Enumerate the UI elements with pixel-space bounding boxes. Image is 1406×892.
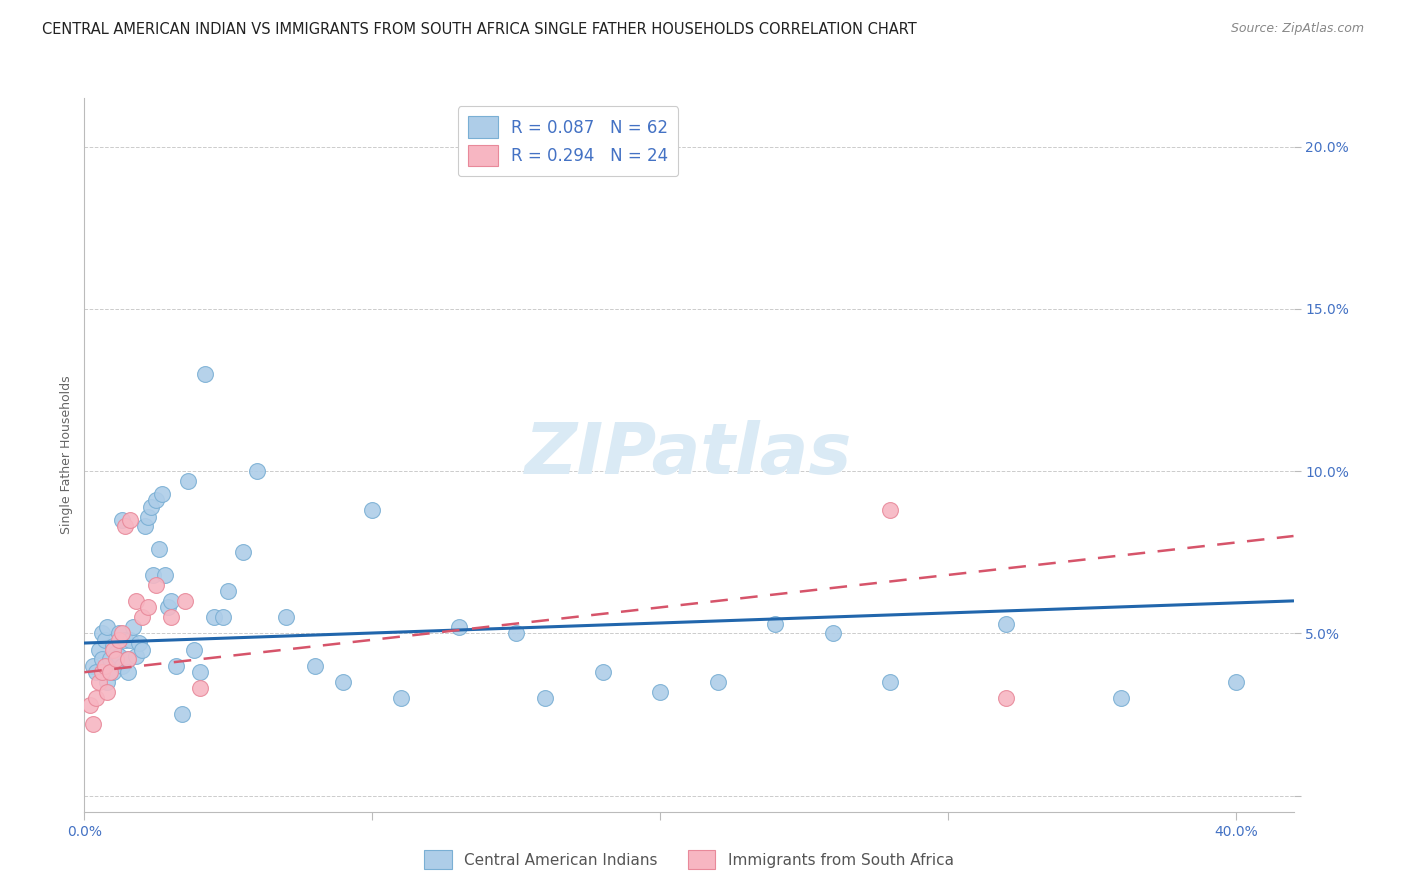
Point [98,665,121,680]
Point [211,610,233,624]
Point [117,652,139,666]
Point [166,658,188,673]
Point [120,632,142,647]
Text: Source: ZipAtlas.com: Source: ZipAtlas.com [1230,22,1364,36]
Point [134,519,156,533]
Point [125,594,148,608]
Point [111,513,134,527]
Point [177,474,200,488]
Point [332,675,354,690]
Point [194,367,217,381]
Point [101,665,124,680]
Point [821,626,844,640]
Point [122,620,145,634]
Point [87,675,110,690]
Point [188,681,211,696]
Point [87,642,110,657]
Point [389,691,412,706]
Point [90,626,112,640]
Point [879,675,901,690]
Point [994,691,1017,706]
Point [101,640,124,654]
Point [139,500,162,514]
Point [125,648,148,663]
Point [183,642,205,657]
Point [84,665,107,680]
Point [136,600,159,615]
Text: CENTRAL AMERICAN INDIAN VS IMMIGRANTS FROM SOUTH AFRICA SINGLE FATHER HOUSEHOLDS: CENTRAL AMERICAN INDIAN VS IMMIGRANTS FR… [42,22,917,37]
Point [128,636,150,650]
Point [142,568,165,582]
Point [79,698,101,712]
Point [131,642,153,657]
Point [90,652,112,666]
Point [232,545,254,559]
Point [84,691,107,706]
Point [108,626,131,640]
Point [592,665,614,680]
Point [105,646,128,660]
Point [153,568,176,582]
Point [101,642,124,657]
Point [96,675,118,690]
Point [447,620,470,634]
Point [505,626,527,640]
Point [172,707,194,722]
Point [879,503,901,517]
Point [706,675,728,690]
Point [82,717,104,731]
Point [111,626,134,640]
Point [202,610,225,624]
Point [159,610,181,624]
Point [534,691,557,706]
Point [188,665,211,680]
Point [131,610,153,624]
Point [148,541,170,556]
Point [174,594,197,608]
Legend: Central American Indians, Immigrants from South Africa: Central American Indians, Immigrants fro… [418,844,960,875]
Point [136,509,159,524]
Point [150,487,173,501]
Point [217,584,239,599]
Text: ZIPatlas: ZIPatlas [526,420,852,490]
Point [650,684,672,698]
Point [96,684,118,698]
Point [93,658,115,673]
Point [111,658,134,673]
Point [159,594,181,608]
Point [994,616,1017,631]
Point [145,577,167,591]
Point [117,652,139,666]
Point [105,652,128,666]
Point [90,665,112,680]
Point [246,464,269,478]
Point [1225,675,1247,690]
Point [274,610,297,624]
Point [108,632,131,647]
Point [156,600,179,615]
Point [114,632,136,647]
Point [145,493,167,508]
Point [120,513,142,527]
Point [361,503,384,517]
Point [82,658,104,673]
Point [98,652,121,666]
Point [114,519,136,533]
Point [117,665,139,680]
Point [108,648,131,663]
Point [93,632,115,647]
Y-axis label: Single Father Households: Single Father Households [60,376,73,534]
Point [763,616,786,631]
Point [1109,691,1132,706]
Point [96,620,118,634]
Point [304,658,326,673]
